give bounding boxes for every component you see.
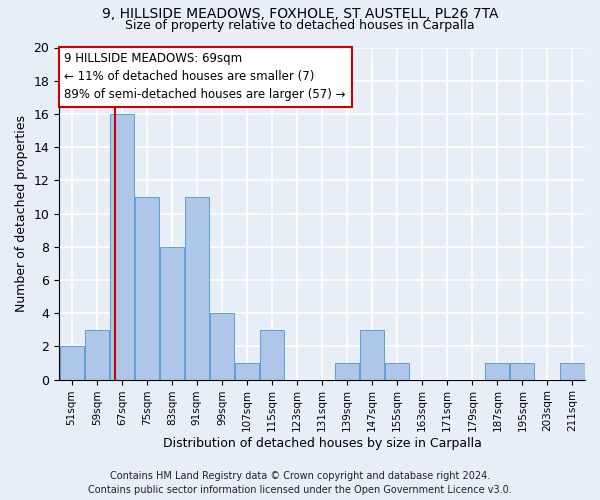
Text: Size of property relative to detached houses in Carpalla: Size of property relative to detached ho… bbox=[125, 19, 475, 32]
Bar bbox=[210, 313, 234, 380]
Bar bbox=[360, 330, 384, 380]
Bar bbox=[385, 363, 409, 380]
Bar bbox=[235, 363, 259, 380]
Bar bbox=[260, 330, 284, 380]
Bar bbox=[560, 363, 584, 380]
Bar bbox=[511, 363, 535, 380]
Bar bbox=[185, 197, 209, 380]
Bar bbox=[110, 114, 134, 380]
Text: Contains HM Land Registry data © Crown copyright and database right 2024.
Contai: Contains HM Land Registry data © Crown c… bbox=[88, 471, 512, 495]
Bar bbox=[59, 346, 84, 380]
Bar bbox=[160, 247, 184, 380]
Y-axis label: Number of detached properties: Number of detached properties bbox=[15, 115, 28, 312]
Bar bbox=[85, 330, 109, 380]
Text: 9, HILLSIDE MEADOWS, FOXHOLE, ST AUSTELL, PL26 7TA: 9, HILLSIDE MEADOWS, FOXHOLE, ST AUSTELL… bbox=[102, 8, 498, 22]
Bar bbox=[135, 197, 159, 380]
Bar bbox=[485, 363, 509, 380]
Bar bbox=[335, 363, 359, 380]
Text: 9 HILLSIDE MEADOWS: 69sqm
← 11% of detached houses are smaller (7)
89% of semi-d: 9 HILLSIDE MEADOWS: 69sqm ← 11% of detac… bbox=[64, 52, 346, 102]
X-axis label: Distribution of detached houses by size in Carpalla: Distribution of detached houses by size … bbox=[163, 437, 482, 450]
